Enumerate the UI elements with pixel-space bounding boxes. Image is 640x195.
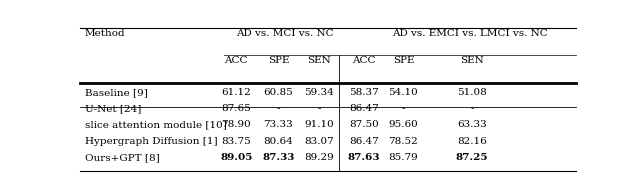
Text: 85.79: 85.79	[388, 153, 419, 162]
Text: SPE: SPE	[393, 56, 414, 66]
Text: 87.50: 87.50	[349, 120, 379, 129]
Text: 51.08: 51.08	[457, 88, 486, 97]
Text: 87.25: 87.25	[456, 153, 488, 162]
Text: 54.10: 54.10	[388, 88, 419, 97]
Text: 83.75: 83.75	[221, 137, 251, 146]
Text: -: -	[402, 104, 405, 113]
Text: 87.63: 87.63	[348, 153, 380, 162]
Text: ACC: ACC	[352, 56, 376, 66]
Text: 73.33: 73.33	[264, 120, 293, 129]
Text: AD vs. EMCI vs. LMCI vs. NC: AD vs. EMCI vs. LMCI vs. NC	[392, 29, 548, 38]
Text: 63.33: 63.33	[457, 120, 486, 129]
Text: SPE: SPE	[268, 56, 289, 66]
Text: U-Net [24]: U-Net [24]	[85, 104, 141, 113]
Text: Hypergraph Diffusion [1]: Hypergraph Diffusion [1]	[85, 137, 218, 146]
Text: 60.85: 60.85	[264, 88, 293, 97]
Text: 78.90: 78.90	[221, 120, 251, 129]
Text: 86.47: 86.47	[349, 104, 379, 113]
Text: 83.07: 83.07	[304, 137, 334, 146]
Text: 59.34: 59.34	[304, 88, 334, 97]
Text: Ours+GPT [8]: Ours+GPT [8]	[85, 153, 160, 162]
Text: Baseline [9]: Baseline [9]	[85, 88, 148, 97]
Text: -: -	[276, 104, 280, 113]
Text: ACC: ACC	[225, 56, 248, 66]
Text: 87.65: 87.65	[221, 104, 251, 113]
Text: 89.29: 89.29	[304, 153, 334, 162]
Text: 58.37: 58.37	[349, 88, 379, 97]
Text: 91.10: 91.10	[304, 120, 334, 129]
Text: 61.12: 61.12	[221, 88, 251, 97]
Text: -: -	[317, 104, 321, 113]
Text: 89.05: 89.05	[220, 153, 252, 162]
Text: -: -	[470, 104, 474, 113]
Text: SEN: SEN	[460, 56, 484, 66]
Text: AD vs. MCI vs. NC: AD vs. MCI vs. NC	[236, 29, 334, 38]
Text: slice attention module [10]: slice attention module [10]	[85, 120, 227, 129]
Text: 80.64: 80.64	[264, 137, 293, 146]
Text: SEN: SEN	[307, 56, 331, 66]
Text: 78.52: 78.52	[388, 137, 419, 146]
Text: 86.47: 86.47	[349, 137, 379, 146]
Text: Method: Method	[85, 29, 125, 38]
Text: 87.33: 87.33	[262, 153, 294, 162]
Text: 95.60: 95.60	[388, 120, 419, 129]
Text: 82.16: 82.16	[457, 137, 486, 146]
